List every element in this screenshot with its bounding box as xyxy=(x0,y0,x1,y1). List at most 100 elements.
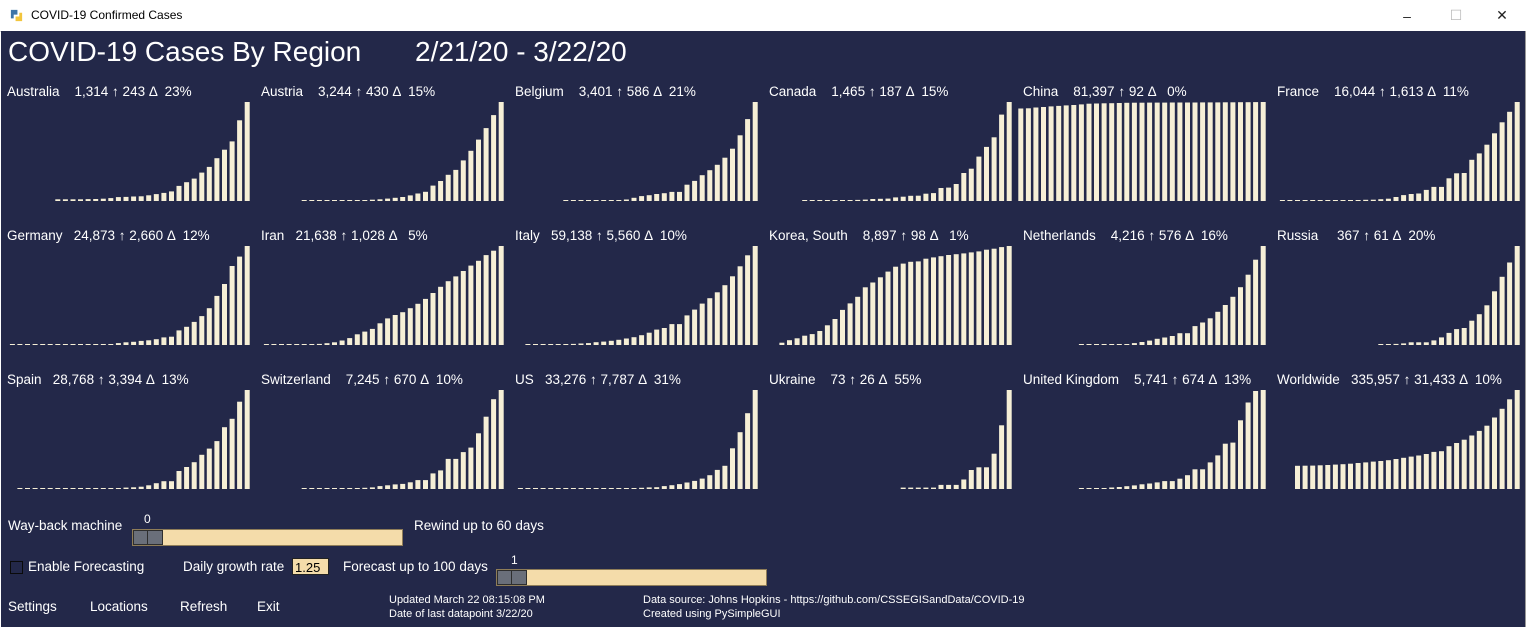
chart-bar xyxy=(339,200,345,201)
chart-bar xyxy=(339,340,345,345)
chart-bar xyxy=(1484,144,1490,201)
chart-bar xyxy=(1492,291,1497,345)
chart-bar xyxy=(1348,200,1353,201)
region-panel: Netherlands 4,216 ↑ 576 Δ 16% xyxy=(1017,215,1267,355)
chart-bar xyxy=(802,335,808,345)
chart-bar xyxy=(684,184,690,201)
chart-bar xyxy=(460,271,466,345)
chart-bar xyxy=(229,266,235,345)
chart-bar xyxy=(669,324,675,345)
chart-bar xyxy=(1222,305,1228,345)
chart-bar xyxy=(199,172,205,201)
region-label: Ukraine 73 ↑ 26 Δ 55% xyxy=(769,372,922,387)
chart-bar xyxy=(1207,102,1213,201)
chart-bar xyxy=(1317,200,1323,201)
chart-bar xyxy=(677,484,682,489)
chart-bar xyxy=(146,340,152,345)
chart-bar xyxy=(377,486,383,489)
region-panel: Austria 3,244 ↑ 430 Δ 15% xyxy=(255,71,505,211)
refresh-button[interactable]: Refresh xyxy=(180,599,228,614)
chart-bar xyxy=(840,200,845,201)
chart-bar xyxy=(1310,200,1316,201)
chart-bar xyxy=(999,247,1005,345)
locations-button[interactable]: Locations xyxy=(90,599,148,614)
chart-bar xyxy=(862,199,868,201)
chart-bar xyxy=(1006,390,1012,489)
chart-bar xyxy=(400,197,406,201)
chart-bar xyxy=(737,266,743,345)
wayback-slider[interactable] xyxy=(132,529,403,546)
chart-bar xyxy=(669,485,675,489)
chart-bar xyxy=(1169,336,1175,345)
chart-bar xyxy=(707,475,713,489)
chart-bar xyxy=(900,487,906,489)
chart-bar xyxy=(593,342,599,345)
chart-bar xyxy=(70,344,76,345)
region-panel: United Kingdom 5,741 ↑ 674 Δ 13% xyxy=(1017,359,1267,499)
chart-bar xyxy=(1423,189,1429,201)
chart-bar xyxy=(570,200,576,201)
chart-bar xyxy=(616,488,622,489)
region-label: Germany 24,873 ↑ 2,660 Δ 12% xyxy=(7,228,210,243)
chart-bar xyxy=(692,480,698,489)
chart-bar xyxy=(1162,481,1168,489)
chart-bar xyxy=(714,292,720,345)
chart-bar xyxy=(191,321,197,345)
chart-bar xyxy=(745,255,751,345)
close-button[interactable]: ✕ xyxy=(1496,7,1508,23)
chart-bar xyxy=(1109,344,1115,345)
chart-bar xyxy=(78,199,83,201)
chart-bar xyxy=(1385,198,1391,201)
chart-bar xyxy=(222,427,227,489)
chart-bar xyxy=(1230,442,1236,489)
region-bar-chart xyxy=(1078,246,1266,345)
chart-bar xyxy=(946,484,952,489)
chart-bar xyxy=(1325,200,1331,201)
chart-bar xyxy=(438,181,444,201)
chart-bar xyxy=(714,469,720,489)
chart-bar xyxy=(169,336,174,345)
region-panel: Korea, South 8,897 ↑ 98 Δ 1% xyxy=(763,215,1013,355)
chart-bar xyxy=(1279,200,1285,201)
chart-bar xyxy=(1131,485,1137,489)
chart-bar xyxy=(984,467,989,489)
chart-bar xyxy=(885,271,891,345)
chart-bar xyxy=(1131,102,1137,201)
forecast-slider[interactable] xyxy=(496,569,767,586)
chart-bar xyxy=(779,342,785,345)
chart-bar xyxy=(161,337,167,345)
chart-bar xyxy=(817,200,823,201)
chart-bar xyxy=(85,199,91,201)
chart-bar xyxy=(1378,199,1384,201)
chart-bar xyxy=(968,470,974,489)
chart-bar xyxy=(1253,391,1259,489)
minimize-button[interactable]: – xyxy=(1403,7,1411,24)
chart-bar xyxy=(385,318,391,345)
chart-bar xyxy=(1245,402,1251,489)
chart-bar xyxy=(392,484,398,489)
wayback-slider-handle[interactable] xyxy=(133,530,163,545)
chart-bar xyxy=(1238,102,1243,201)
chart-bar xyxy=(184,326,190,345)
exit-button[interactable]: Exit xyxy=(257,599,280,614)
chart-bar xyxy=(1260,102,1266,201)
chart-bar xyxy=(491,399,497,489)
chart-bar xyxy=(968,168,974,201)
chart-bar xyxy=(279,344,284,345)
chart-bar xyxy=(991,453,997,489)
chart-bar xyxy=(123,196,129,201)
region-label: United Kingdom 5,741 ↑ 674 Δ 13% xyxy=(1023,372,1252,387)
chart-bar xyxy=(430,185,436,201)
forecast-checkbox[interactable] xyxy=(10,561,23,574)
maximize-button[interactable]: ☐ xyxy=(1449,7,1463,23)
chart-bar xyxy=(946,187,952,201)
region-bar-chart xyxy=(1018,102,1266,201)
settings-button[interactable]: Settings xyxy=(8,599,57,614)
chart-bar xyxy=(100,198,106,201)
chart-bar xyxy=(623,488,629,489)
chart-bar xyxy=(699,303,705,345)
chart-bar xyxy=(1078,104,1084,201)
region-panel: Worldwide 335,957 ↑ 31,433 Δ 10% xyxy=(1271,359,1521,499)
growth-rate-input[interactable]: 1.25 xyxy=(292,558,329,575)
forecast-slider-handle[interactable] xyxy=(497,570,527,585)
